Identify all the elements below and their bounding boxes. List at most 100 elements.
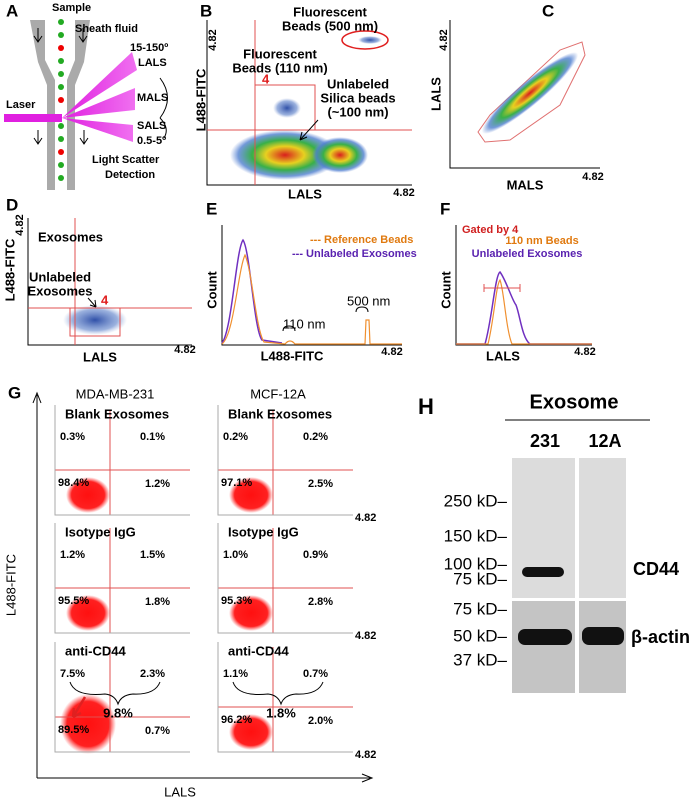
cloud: [63, 305, 127, 335]
quadrant-value: 1.8%: [145, 596, 170, 608]
circle-marker: [341, 30, 389, 50]
frame: [217, 523, 353, 634]
axes: [32, 391, 374, 783]
x-axis-label: MALS: [507, 177, 544, 192]
axis-max: 4.82: [207, 29, 219, 50]
label: Sheath fluid: [75, 23, 138, 35]
frame: [54, 523, 190, 634]
frame: [217, 642, 353, 753]
quadrant-value: 95.3%: [221, 595, 252, 607]
axis-max: 4.82: [582, 171, 603, 183]
x-axis-label: LALS: [164, 784, 196, 799]
gate-label: 4: [262, 71, 270, 86]
quadrant-value: 89.5%: [58, 724, 89, 736]
lals-beam: [62, 52, 137, 118]
quadrant-lines: [55, 647, 190, 752]
marker-label: 75 kD–: [453, 569, 507, 588]
label: MALS: [137, 92, 168, 104]
axis-max: 4.82: [355, 749, 376, 761]
plot-title: Blank Exosomes: [65, 406, 169, 421]
panel-g: G MDA-MB-231 MCF-12A L488-FITC LALS Blan…: [3, 383, 376, 799]
y-axis-label: L488-FITC: [2, 238, 17, 301]
band-actin: [518, 629, 572, 645]
quadrant-value: 1.2%: [60, 549, 85, 561]
markers: 250 kD–150 kD–100 kD–75 kD–75 kD–50 kD–3…: [444, 491, 508, 669]
quadrant-value: 0.2%: [303, 431, 328, 443]
y-axis-label: L488-FITC: [3, 554, 18, 616]
annotation: Exosomes: [27, 283, 92, 298]
gate-4: [254, 84, 316, 131]
panel-e: E Count --- Reference Beads --- Unlabele…: [204, 199, 416, 363]
quadrant-value: 1.0%: [223, 549, 248, 561]
arrow: [299, 119, 319, 141]
gate-label: 4: [101, 292, 109, 307]
cloud: [312, 137, 368, 173]
annotation: Silica beads: [320, 90, 395, 105]
legend-entry: --- Unlabeled Exosomes: [292, 248, 417, 260]
nozzle-left: [30, 20, 55, 190]
axis-max: 4.82: [14, 214, 26, 235]
arrow: [71, 696, 87, 719]
quadrant-value: 2.0%: [308, 715, 333, 727]
histogram-exosomes: [221, 238, 283, 344]
label: Laser: [6, 99, 36, 111]
legend-entry: 110 nm Beads: [505, 235, 578, 247]
axis-max: 4.82: [574, 346, 595, 358]
panel-label: F: [440, 199, 450, 218]
annotation: Unlabeled: [327, 76, 389, 91]
plot-title: Blank Exosomes: [228, 406, 332, 421]
arrow: [87, 297, 97, 308]
bracket: [69, 681, 161, 706]
plot-title: Isotype IgG: [65, 524, 136, 539]
legend-entry: Gated by 4: [462, 224, 519, 236]
quadrant-value: 2.3%: [140, 668, 165, 680]
frame: [54, 642, 190, 753]
axes: [221, 225, 402, 346]
nozzle-right: [67, 20, 90, 190]
marker-label: 75 kD–: [453, 599, 507, 618]
gate-4: [483, 284, 521, 292]
annotation: Exosomes: [38, 229, 103, 244]
y-axis-label: L488-FITC: [193, 68, 208, 131]
panel-label: B: [200, 1, 212, 20]
histogram-exosomes: [456, 271, 592, 345]
quadrant-value: 0.3%: [60, 431, 85, 443]
x-axis-label: L488-FITC: [261, 348, 324, 363]
axes: [455, 225, 592, 346]
axis-max: 4.82: [381, 346, 402, 358]
axis-max: 4.82: [355, 630, 376, 642]
annotation: Beads (500 nm): [282, 18, 378, 33]
lane-label: 12A: [588, 431, 621, 451]
quadrant-value: 7.5%: [60, 668, 85, 680]
sals-beam: [62, 118, 133, 142]
mals-beam: [62, 88, 135, 118]
laser-beam: [4, 114, 62, 122]
plot-title: anti-CD44: [65, 643, 126, 658]
axis-max: 4.82: [393, 187, 414, 199]
marker-label: 50 kD–: [453, 626, 507, 645]
annotation: 500 nm: [347, 293, 390, 308]
quadrant-lines: [218, 528, 353, 633]
quadrant-value: 2.8%: [308, 596, 333, 608]
marker-label: 100 kD–: [444, 554, 508, 573]
blot-lane: [579, 601, 626, 693]
frame: [217, 405, 353, 516]
column-title: MCF-12A: [250, 386, 306, 401]
quadrant-value: 0.7%: [303, 668, 328, 680]
quadrant-value: 95.5%: [58, 595, 89, 607]
quadrant-value: 98.4%: [58, 477, 89, 489]
quadrant-value: 0.9%: [303, 549, 328, 561]
column-title: MDA-MB-231: [76, 386, 155, 401]
legend-entry: Unlabeled Exosomes: [472, 248, 583, 260]
marker-label: 250 kD–: [444, 491, 508, 510]
cloud: [66, 595, 110, 631]
label: LALS: [138, 57, 167, 69]
panel-a: A Sample Sheath fluid 15-150º LALS MALS …: [4, 1, 168, 190]
frame: [54, 405, 190, 516]
cloud: [273, 98, 301, 118]
y-axis-label: Count: [438, 271, 453, 309]
cloud: [358, 36, 382, 44]
label: Sample: [52, 2, 91, 14]
panel-label: E: [206, 199, 217, 218]
bracket: [232, 681, 324, 706]
